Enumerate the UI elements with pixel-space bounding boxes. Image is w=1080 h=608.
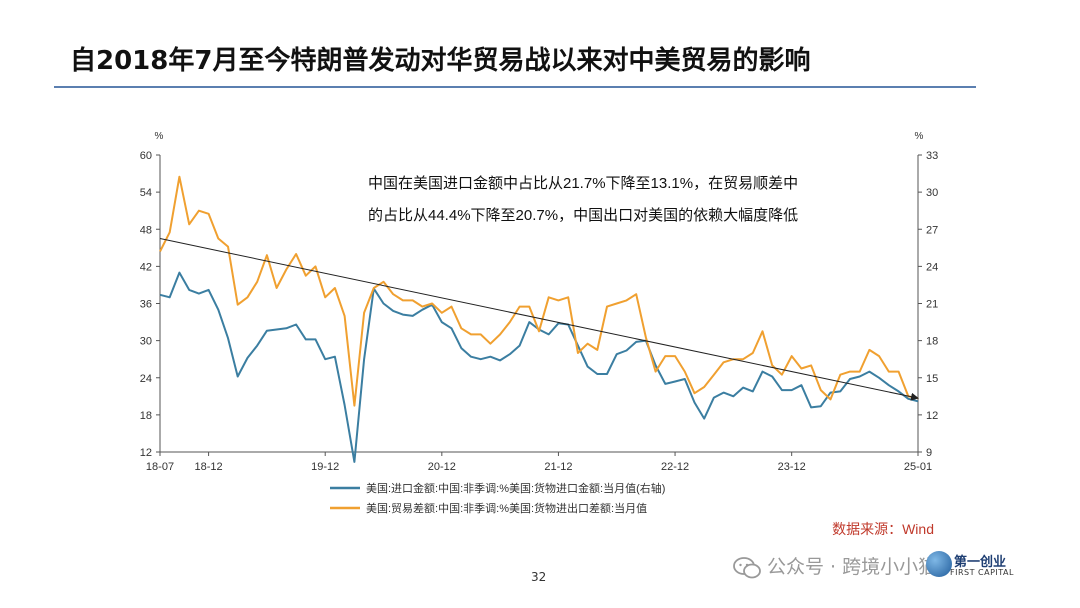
- logo-cn: 第一创业: [954, 555, 1007, 570]
- right-tick-label: 30: [926, 187, 938, 199]
- left-tick-label: 54: [140, 187, 152, 199]
- right-axis-unit: %: [915, 131, 924, 142]
- company-logo: 第一创业 FIRST CAPITAL: [926, 551, 1048, 579]
- right-tick-label: 12: [926, 410, 938, 422]
- right-tick-label: 15: [926, 373, 938, 385]
- x-tick-label: 25-01: [904, 461, 932, 473]
- wechat-icon: [733, 556, 761, 578]
- watermark: 公众号 · 跨境小小猫: [733, 552, 937, 579]
- right-tick-label: 18: [926, 336, 938, 348]
- right-tick-label: 33: [926, 150, 938, 162]
- annotation-line-1: 中国在美国进口金额中占比从21.7%下降至13.1%，在贸易顺差中: [368, 175, 798, 192]
- x-tick-label: 22-12: [661, 461, 689, 473]
- page-number: 32: [531, 570, 547, 584]
- page-title: 自2018年7月至今特朗普发动对华贸易战以来对中美贸易的影响: [70, 46, 811, 76]
- trend-arrow: [159, 238, 919, 401]
- x-tick-label: 20-12: [428, 461, 456, 473]
- watermark-text: 公众号 · 跨境小小猫: [767, 556, 938, 578]
- title-divider: [54, 86, 976, 88]
- x-tick-label: 18-07: [146, 461, 174, 473]
- annotation-line-2: 的占比从44.4%下降至20.7%，中国出口对美国的依赖大幅度降低: [368, 207, 798, 224]
- left-tick-label: 60: [140, 150, 152, 162]
- x-tick-label: 23-12: [778, 461, 806, 473]
- x-tick-label: 18-12: [195, 461, 223, 473]
- left-tick-label: 24: [140, 373, 152, 385]
- left-tick-label: 12: [140, 447, 152, 459]
- x-tick-label: 19-12: [311, 461, 339, 473]
- right-tick-label: 21: [926, 299, 938, 311]
- left-axis-unit: %: [155, 131, 164, 142]
- left-tick-label: 18: [140, 410, 152, 422]
- legend-label-2: 美国:贸易差额:中国:非季调:%美国:货物进出口差额:当月值: [366, 501, 647, 515]
- logo-globe-icon: [926, 551, 952, 577]
- series-line-2: [159, 175, 919, 407]
- legend-label-1: 美国:进口金额:中国:非季调:%美国:货物进口金额:当月值(右轴): [366, 481, 665, 495]
- left-tick-label: 42: [140, 261, 152, 273]
- data-source: 数据来源：Wind: [832, 521, 934, 537]
- right-tick-label: 27: [926, 224, 938, 236]
- logo-en: FIRST CAPITAL: [950, 568, 1014, 577]
- left-tick-label: 36: [140, 299, 152, 311]
- left-tick-label: 30: [140, 336, 152, 348]
- left-tick-label: 48: [140, 224, 152, 236]
- right-tick-label: 9: [926, 447, 932, 459]
- right-tick-label: 24: [926, 261, 938, 273]
- x-tick-label: 21-12: [544, 461, 572, 473]
